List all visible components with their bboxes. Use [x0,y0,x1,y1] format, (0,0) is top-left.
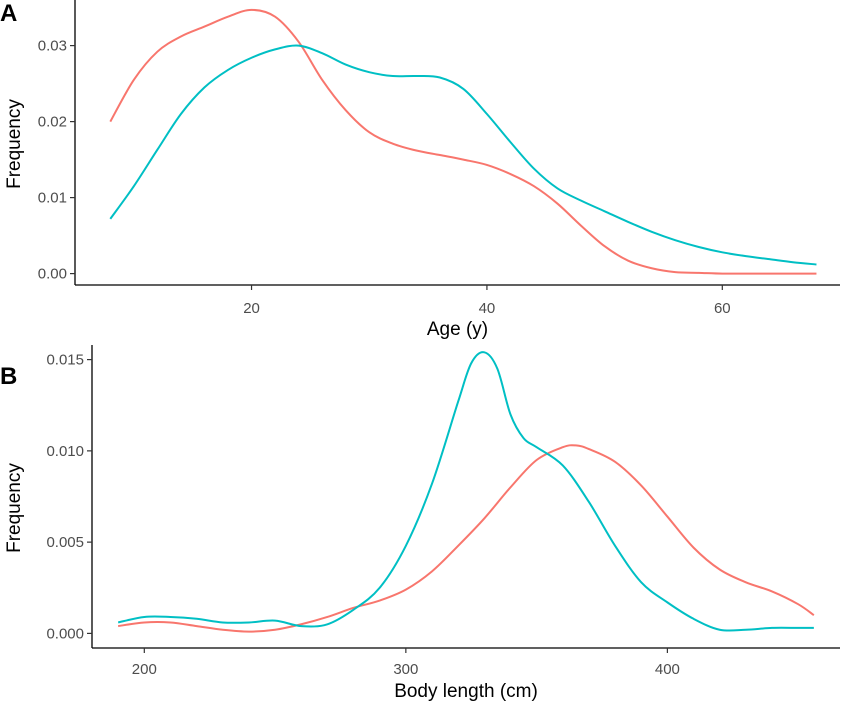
y-tick-label: 0.000 [46,625,84,642]
y-tick-label: 0.03 [38,38,67,55]
y-tick-label: 0.010 [46,443,84,460]
x-tick-label: 400 [655,661,680,678]
panel-label-b: B [0,363,17,390]
series-line-a-2 [109,44,817,266]
y-tick-label: 0.01 [38,190,67,207]
y-axis-title-b: Frequency [4,463,25,553]
y-tick-label: 0.00 [38,266,67,283]
x-tick-label: 300 [393,661,418,678]
x-tick-label: 200 [132,661,157,678]
x-axis-title-a: Age (y) [427,319,488,340]
y-tick-label: 0.02 [38,114,67,131]
panel-label-a: A [0,0,17,27]
series-line-b-2 [117,351,814,632]
y-tick-label: 0.005 [46,534,84,551]
x-axis-title-b: Body length (cm) [394,681,538,702]
y-axis-title-a: Frequency [4,99,25,189]
y-tick-label: 0.015 [46,352,84,369]
panel-b-plot: 0.000 0.005 0.010 0.015 200 300 400 Body length… [4,345,840,702]
x-tick-label: 60 [714,300,731,317]
x-tick-label: 40 [479,300,496,317]
panel-a-plot: 0.00 0.01 0.02 0.03 20 40 60 Age (y) Frequency [4,0,840,340]
series-line-a-1 [109,8,817,275]
series-line-b-1 [118,444,815,633]
x-tick-label: 20 [243,300,260,317]
